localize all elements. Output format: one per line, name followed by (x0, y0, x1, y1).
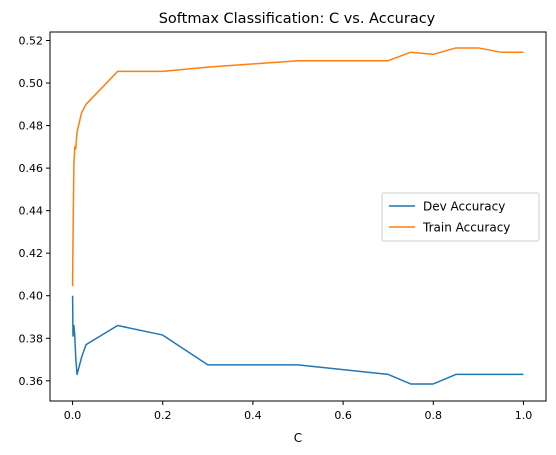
x-tick-label: 0.6 (334, 409, 352, 422)
plot-frame (49, 31, 547, 402)
x-tick-label: 0.0 (64, 409, 82, 422)
series-line-1 (71, 47, 524, 287)
y-tick-label: 0.38 (19, 332, 44, 345)
y-tick-label: 0.44 (19, 205, 44, 218)
y-tick-label: 0.40 (19, 290, 44, 303)
y-tick-label: 0.36 (19, 375, 44, 388)
x-tick-label: 0.4 (244, 409, 262, 422)
y-tick-label: 0.46 (19, 162, 44, 175)
y-axis: 0.36 0.38 0.40 0.42 0.44 0.46 0.48 0.50 0.52 (19, 35, 50, 388)
x-axis-label: C (294, 431, 302, 445)
y-tick-label: 0.48 (19, 120, 44, 133)
y-tick-label: 0.50 (19, 77, 44, 90)
legend-label-1: Train Accuracy (422, 221, 510, 235)
x-tick-label: 1.0 (515, 409, 533, 422)
y-tick-label: 0.52 (19, 35, 44, 48)
plot-lines (71, 47, 524, 385)
legend-label-0: Dev Accuracy (423, 200, 505, 214)
legend-box (381, 192, 540, 242)
y-tick-label: 0.42 (19, 247, 44, 260)
x-tick-label: 0.8 (425, 409, 443, 422)
legend: Dev Accuracy Train Accuracy (381, 192, 540, 242)
x-axis: 0.0 0.2 0.4 0.6 0.8 1.0 (64, 401, 532, 422)
x-tick-label: 0.2 (154, 409, 172, 422)
chart-title: Softmax Classification: C vs. Accuracy (159, 11, 436, 27)
series-line-0 (71, 295, 524, 385)
